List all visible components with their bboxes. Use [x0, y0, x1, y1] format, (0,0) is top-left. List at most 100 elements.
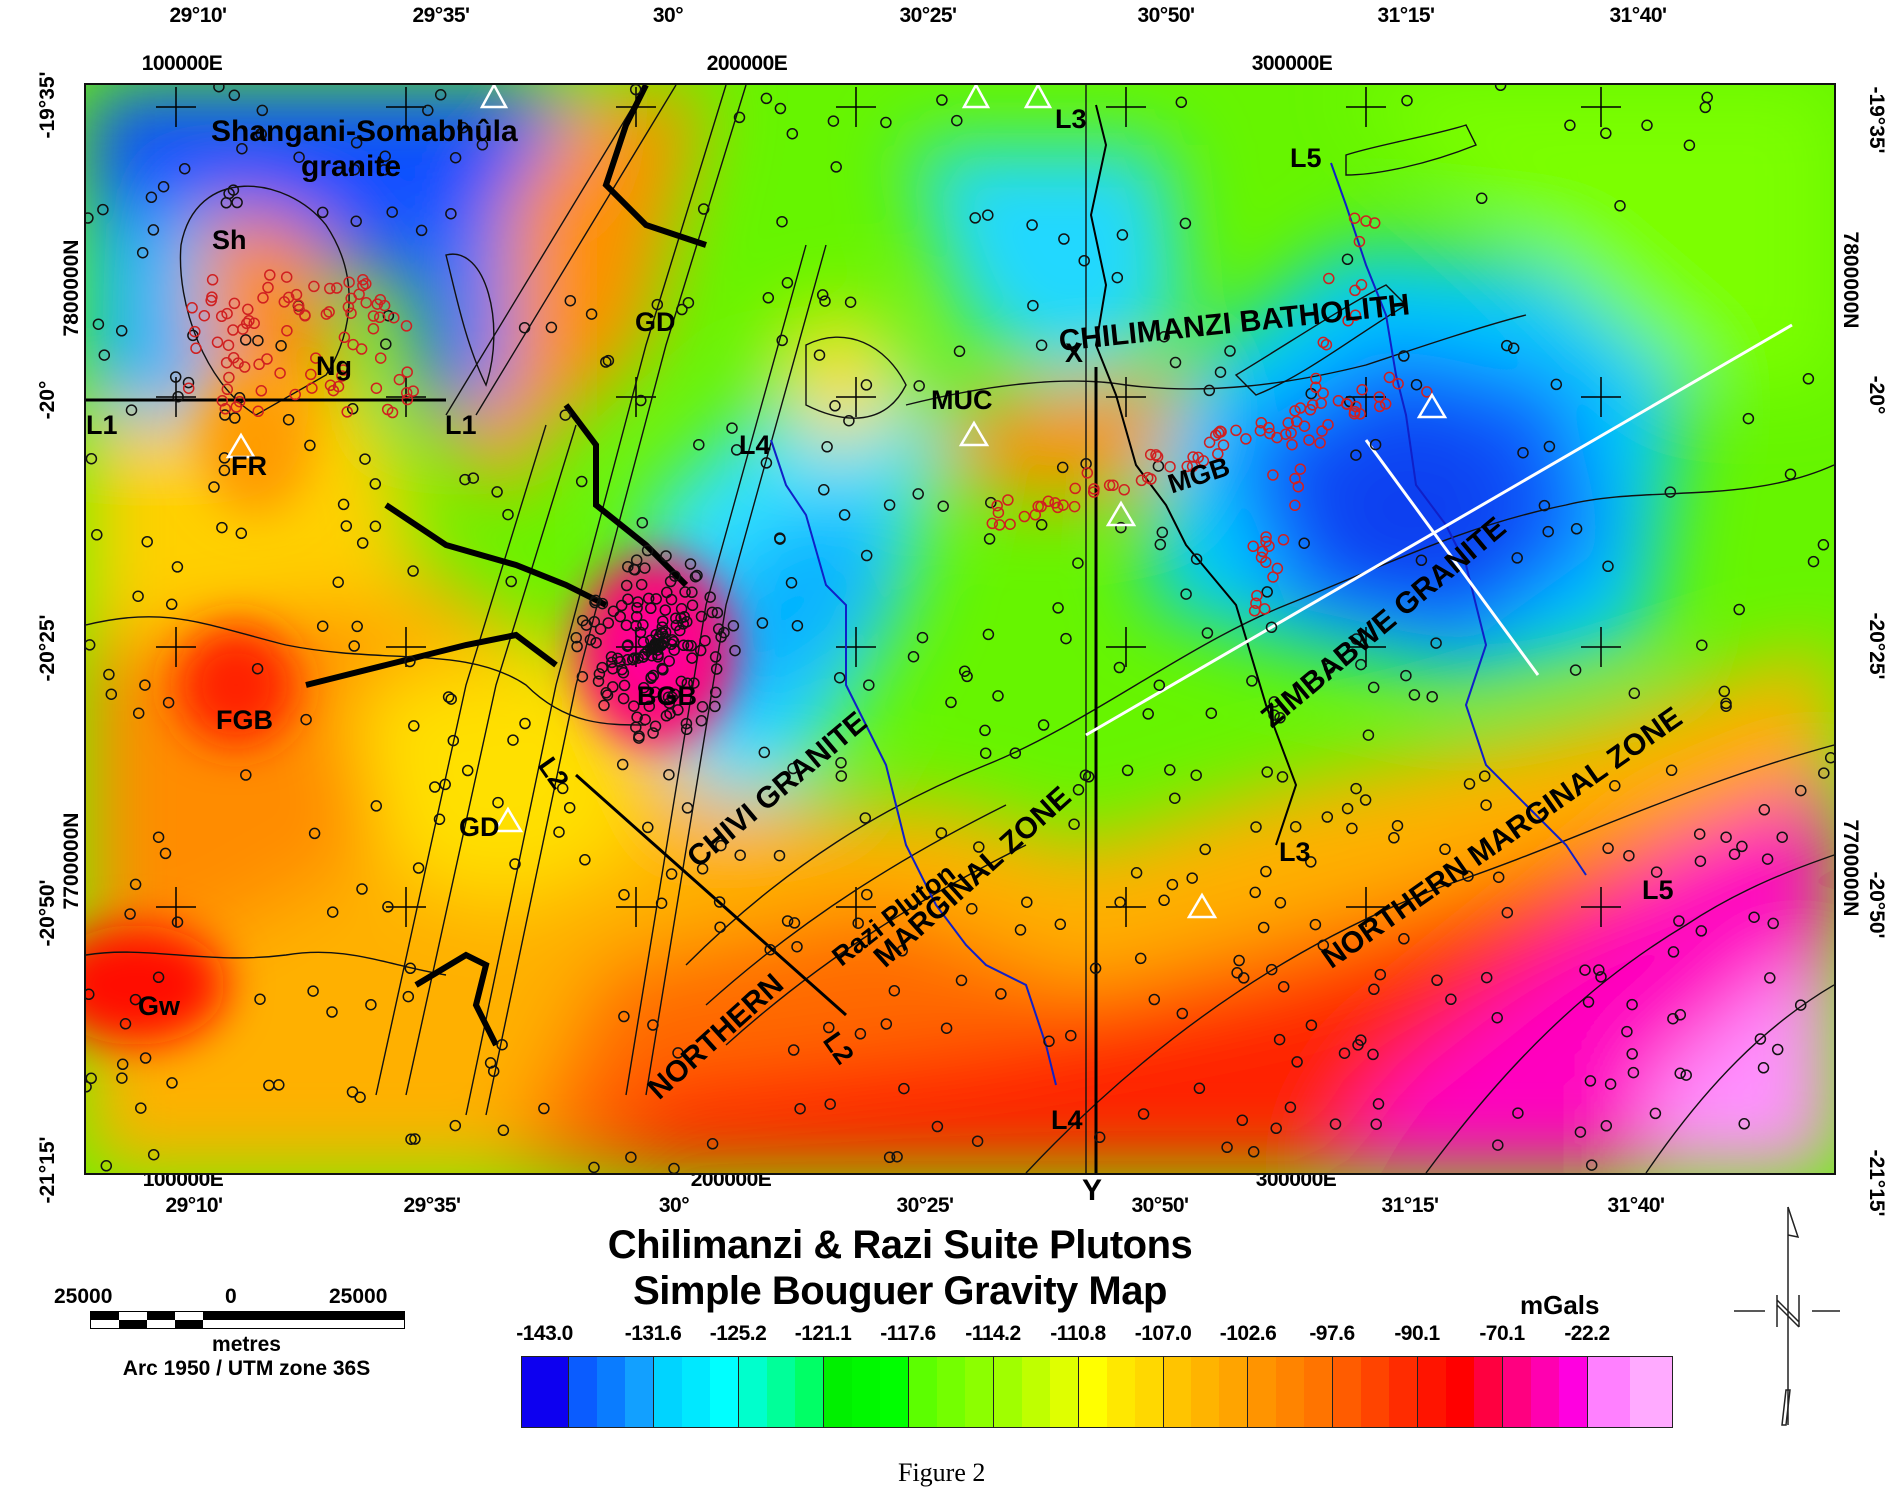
graticule-crosses — [156, 87, 1621, 927]
legend-swatch — [766, 1357, 795, 1427]
latitude-tick-label: -20°50' — [1865, 871, 1888, 939]
longitude-tick-label: 30°50' — [1137, 4, 1195, 27]
legend-break-label: -110.8 — [1050, 1322, 1106, 1345]
feature-label: L4 — [739, 430, 771, 460]
legend-swatch — [964, 1357, 993, 1427]
projection-label: Arc 1950 / UTM zone 36S — [122, 1357, 371, 1380]
north-arrow-icon — [1734, 1206, 1840, 1426]
longitude-tick-label: 29°10' — [165, 1194, 223, 1217]
legend-class — [1418, 1357, 1504, 1427]
scale-left-label: 25000 — [54, 1285, 113, 1308]
legend-unit: mGals — [1520, 1290, 1600, 1320]
profile-line-l2 — [575, 773, 847, 1017]
legend-class — [654, 1357, 739, 1427]
latitude-tick-label: -21°15' — [1865, 1149, 1888, 1217]
feature-label: BGB — [637, 681, 697, 711]
legend-break-label: -121.1 — [794, 1322, 852, 1345]
profile-line-l4 — [770, 439, 1057, 1086]
gravity-stations — [86, 85, 1834, 1173]
legend-swatch — [993, 1357, 1022, 1427]
legend-swatch — [710, 1357, 738, 1427]
legend-swatch — [1418, 1357, 1447, 1427]
legend-break-label: -22.2 — [1564, 1322, 1610, 1345]
legend-swatch — [682, 1357, 710, 1427]
feature-label: Gw — [138, 991, 181, 1021]
longitude-tick-label: 30°50' — [1131, 1194, 1189, 1217]
feature-label: X — [1065, 338, 1084, 368]
legend-swatch — [851, 1357, 880, 1427]
longitude-tick-label: 30°25' — [896, 1194, 954, 1217]
legend-break-label: -131.6 — [624, 1322, 682, 1345]
legend-swatch — [1106, 1357, 1135, 1427]
legend-swatch — [1021, 1357, 1050, 1427]
map-title-line1: Chilimanzi & Razi Suite Plutons — [607, 1223, 1193, 1267]
legend-break-label: -70.1 — [1479, 1322, 1525, 1345]
figure-caption: Figure 2 — [898, 1458, 986, 1487]
legend-swatch — [569, 1357, 598, 1427]
legend-swatch — [1531, 1357, 1560, 1427]
feature-label: L1 — [445, 410, 477, 440]
gravity-field-raster — [86, 85, 1834, 1173]
longitude-tick-label: 31°40' — [1607, 1194, 1665, 1217]
legend-swatch — [625, 1357, 654, 1427]
longitude-tick-label: 31°15' — [1377, 4, 1435, 27]
legend-break-label: -125.2 — [709, 1322, 767, 1345]
latitude-tick-label: -19°35' — [36, 71, 59, 139]
latitude-tick-label: -21°15' — [36, 1136, 59, 1204]
legend-swatch — [879, 1357, 908, 1427]
legend-swatch — [1588, 1357, 1630, 1427]
feature-label: L1 — [86, 410, 118, 440]
feature-label: GD — [635, 307, 676, 337]
legend-swatch — [1474, 1357, 1503, 1427]
legend-swatch — [908, 1357, 937, 1427]
legend-class — [1503, 1357, 1589, 1427]
legend-swatch — [1361, 1357, 1390, 1427]
latitude-tick-label: -20° — [36, 380, 59, 420]
base-station-triangles — [225, 85, 1448, 919]
gravity-map: Shangani-Somabhûla granite Sh Ng L1 L1 FR GD MUC… — [84, 83, 1836, 1175]
legend-class — [569, 1357, 655, 1427]
scale-unit: metres — [212, 1333, 281, 1356]
feature-label: MUC — [931, 385, 993, 415]
legend-break-label: -90.1 — [1394, 1322, 1440, 1345]
legend-swatch — [936, 1357, 965, 1427]
legend-break-labels: -143.0 -131.6 -125.2 -121.1 -117.6 -114.2 -110… — [516, 1322, 1671, 1348]
legend-class — [1333, 1357, 1419, 1427]
legend-swatch — [1333, 1357, 1362, 1427]
legend-class — [993, 1357, 1079, 1427]
feature-label: L5 — [1642, 875, 1674, 905]
longitude-tick-label: 30°25' — [899, 4, 957, 27]
legend-break-label: -102.6 — [1219, 1322, 1277, 1345]
legend-class — [1163, 1357, 1249, 1427]
legend-swatch — [1049, 1357, 1078, 1427]
scale-bar-graphic — [90, 1311, 405, 1329]
legend-class — [522, 1357, 570, 1427]
feature-label: granite — [301, 150, 402, 183]
legend-swatch — [794, 1357, 823, 1427]
legend-break-label: -117.6 — [880, 1322, 936, 1345]
legend-swatch — [1446, 1357, 1475, 1427]
latitude-tick-label: -20°25' — [1865, 612, 1888, 680]
legend-swatch — [654, 1357, 683, 1427]
map-title-line2: Simple Bouguer Gravity Map — [633, 1269, 1167, 1313]
legend-swatch — [1134, 1357, 1163, 1427]
legend-swatch — [1559, 1357, 1588, 1427]
legend-break-label: -114.2 — [965, 1322, 1021, 1345]
feature-label: L4 — [1051, 1105, 1083, 1135]
legend-swatch — [823, 1357, 852, 1427]
legend-class — [823, 1357, 909, 1427]
legend-class — [1078, 1357, 1164, 1427]
feature-label: L3 — [1055, 104, 1087, 134]
legend-swatch — [597, 1357, 626, 1427]
legend-swatch — [1078, 1357, 1107, 1427]
legend-swatch — [1389, 1357, 1418, 1427]
longitude-tick-label: 30° — [658, 1194, 690, 1217]
legend-swatch — [1191, 1357, 1220, 1427]
longitude-tick-label: 30° — [652, 4, 684, 27]
longitude-tick-label: 31°40' — [1609, 4, 1667, 27]
geological-contacts — [86, 85, 1834, 1173]
feature-label: Sh — [212, 225, 247, 255]
profile-line-l3 — [1089, 104, 1298, 846]
feature-label: Ng — [316, 351, 352, 381]
easting-tick-label: 200000E — [706, 52, 788, 75]
